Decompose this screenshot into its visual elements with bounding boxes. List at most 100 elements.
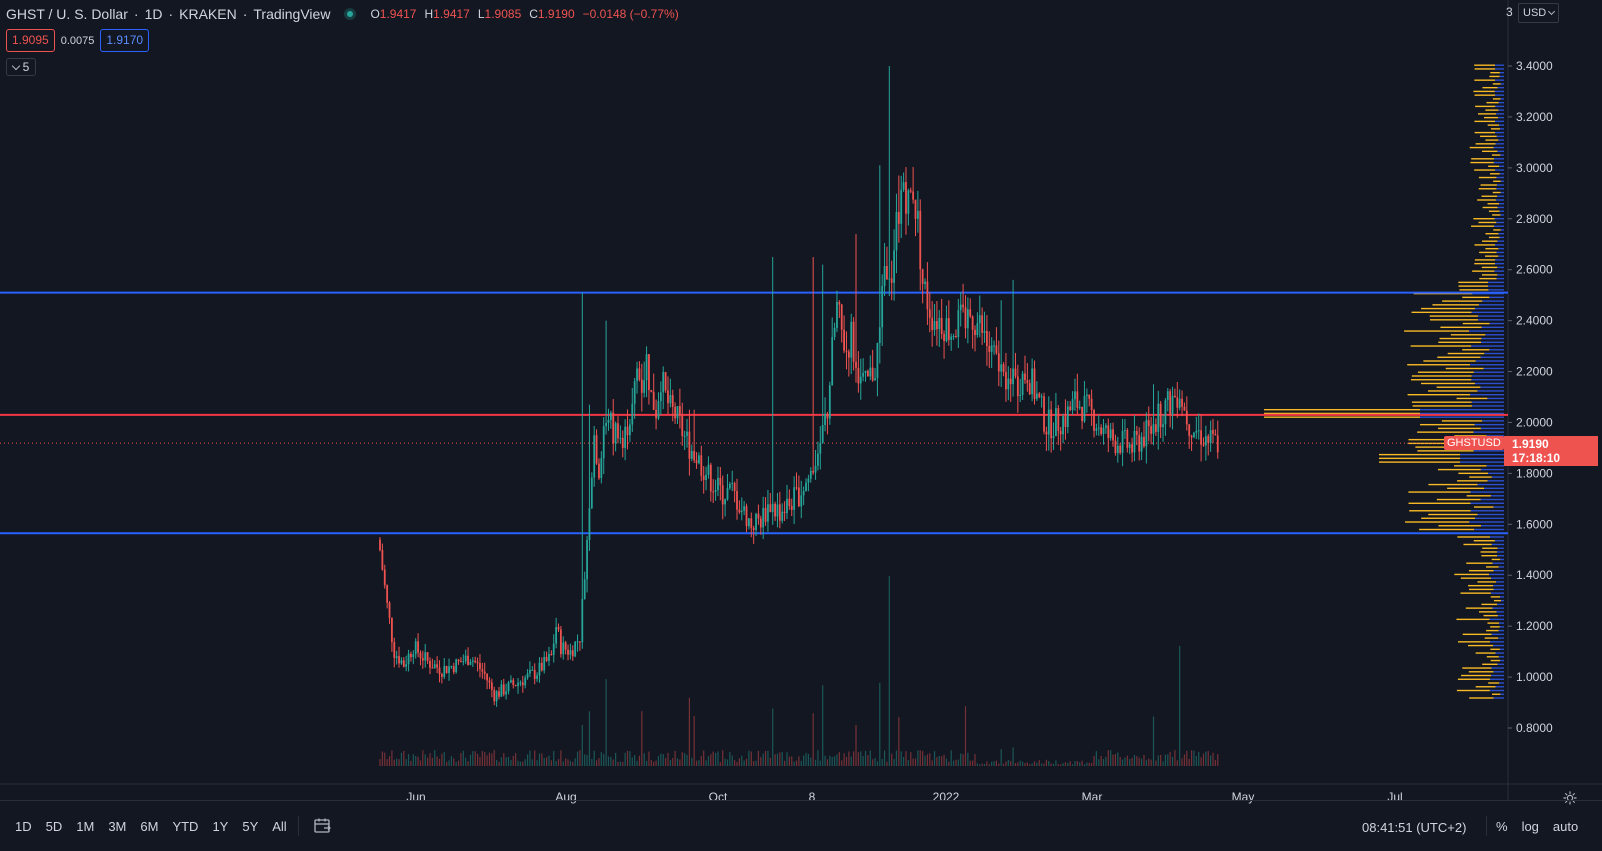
- clock-timezone[interactable]: 08:41:51 (UTC+2): [1362, 820, 1467, 835]
- candle-body: [1207, 436, 1210, 443]
- candle-body: [436, 664, 439, 668]
- candle-body: [707, 464, 710, 475]
- volume-profile-bar: [1490, 596, 1501, 598]
- volume-profile-bar: [1500, 596, 1504, 598]
- volume-profile-bar: [1497, 555, 1504, 557]
- volume-profile-bar: [1491, 558, 1501, 561]
- volume-profile-bar: [1454, 465, 1487, 467]
- volume-bar: [1157, 755, 1159, 766]
- candle-body: [1202, 444, 1205, 446]
- volume-bar: [879, 682, 881, 766]
- volume-profile-bar: [1495, 68, 1504, 70]
- volume-profile-bar: [1474, 382, 1504, 385]
- volume-profile-bar: [1482, 420, 1504, 422]
- candle-body: [757, 513, 760, 519]
- volume-profile-bar: [1480, 356, 1504, 358]
- candle-body: [462, 661, 465, 663]
- volume-profile-bar: [1491, 476, 1504, 478]
- volume-bar: [864, 750, 867, 766]
- auto-scale-toggle[interactable]: auto: [1552, 819, 1579, 834]
- volume-profile-bar: [1462, 349, 1490, 351]
- log-scale-toggle[interactable]: log: [1521, 819, 1539, 834]
- range-5d[interactable]: 5D: [45, 819, 63, 834]
- volume-bar: [1000, 749, 1002, 766]
- range-6m[interactable]: 6M: [140, 819, 159, 834]
- volume-profile-bar: [1421, 307, 1475, 310]
- volume-profile-bar: [1493, 644, 1504, 647]
- percent-scale-toggle[interactable]: %: [1496, 819, 1508, 834]
- buy-price-button[interactable]: 1.9170: [100, 29, 150, 52]
- candle-body: [479, 663, 481, 670]
- candle-body: [588, 508, 591, 541]
- volume-profile-bar: [1474, 244, 1496, 246]
- volume-bar: [1214, 760, 1216, 766]
- range-all[interactable]: All: [272, 819, 287, 834]
- range-1m[interactable]: 1M: [76, 819, 95, 834]
- volume-bar: [1076, 761, 1078, 766]
- gear-icon[interactable]: [1563, 791, 1577, 805]
- candle-body: [429, 660, 431, 668]
- volume-bar: [384, 752, 386, 766]
- candle-body: [955, 336, 957, 338]
- volume-profile-bar: [1462, 322, 1490, 325]
- volume-bar: [974, 754, 976, 766]
- volume-bar: [1033, 761, 1036, 766]
- volume-profile-bar: [1500, 180, 1504, 182]
- volume-bar: [431, 757, 433, 766]
- volume-profile-bar: [1492, 214, 1501, 216]
- volume-bar: [688, 697, 690, 766]
- volume-profile-bar: [1498, 629, 1504, 632]
- volume-bar: [674, 750, 676, 766]
- range-1d[interactable]: 1D: [15, 819, 32, 834]
- candle-body: [421, 658, 424, 661]
- volume-bar: [505, 757, 507, 766]
- volume-profile-bar: [1493, 229, 1501, 231]
- volume-profile-bar: [1490, 641, 1504, 643]
- volume-bar: [888, 576, 890, 766]
- volume-profile-bar: [1480, 386, 1504, 388]
- interval-label[interactable]: 1D: [144, 6, 163, 22]
- range-1y[interactable]: 1Y: [212, 819, 229, 834]
- candle-body: [1012, 368, 1014, 385]
- volume-profile-bar: [1460, 457, 1504, 460]
- candle-body: [1090, 398, 1093, 410]
- volume-bar: [453, 758, 455, 766]
- volume-bar: [1112, 754, 1114, 766]
- indicators-toggle-button[interactable]: 5: [6, 58, 36, 76]
- volume-profile-bar: [1499, 124, 1504, 126]
- candle-body: [1121, 430, 1124, 453]
- volume-profile-bar: [1486, 465, 1504, 467]
- candle-body: [717, 477, 719, 490]
- candle-body: [714, 489, 717, 492]
- candle-body: [676, 406, 679, 419]
- volume-profile-bar: [1440, 326, 1482, 329]
- sell-price-button[interactable]: 1.9095: [6, 29, 55, 52]
- candle-body: [386, 585, 389, 603]
- volume-bar: [926, 754, 928, 766]
- candle-body: [1005, 372, 1007, 390]
- candle-body: [481, 669, 484, 672]
- range-3m[interactable]: 3M: [108, 819, 127, 834]
- price-tick-label: 2.6000: [1516, 263, 1553, 277]
- candle-body: [962, 304, 964, 308]
- volume-profile-bar: [1499, 648, 1504, 651]
- volume-profile-bar: [1497, 266, 1504, 269]
- candle-body: [838, 302, 841, 305]
- currency-button[interactable]: USD: [1518, 3, 1560, 23]
- volume-bar: [1207, 751, 1209, 766]
- volume-bar: [726, 759, 729, 766]
- symbol-name[interactable]: GHST / U. S. Dollar: [6, 6, 128, 22]
- volume-profile-bar: [1493, 146, 1504, 149]
- candle-body: [719, 477, 722, 486]
- range-ytd[interactable]: YTD: [172, 819, 199, 834]
- candle-body: [1050, 409, 1053, 439]
- volume-profile-bar: [1489, 322, 1504, 325]
- range-5y[interactable]: 5Y: [242, 819, 259, 834]
- calendar-goto-icon[interactable]: [314, 818, 332, 834]
- volume-bar: [1205, 751, 1207, 766]
- volume-profile-bar: [1379, 453, 1461, 456]
- candle-body: [867, 370, 869, 377]
- volume-profile-bar: [1487, 622, 1500, 624]
- volume-profile-bar: [1477, 315, 1504, 317]
